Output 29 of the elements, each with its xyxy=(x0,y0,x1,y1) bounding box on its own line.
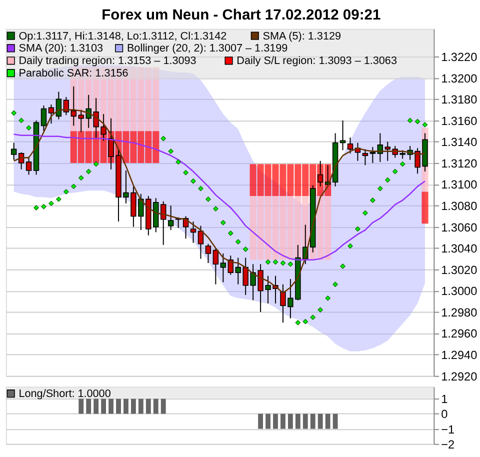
y-tick-label: −2 xyxy=(441,437,455,452)
legend-label: SMA (5): 1.3129 xyxy=(262,30,342,42)
y-tick-label: 1.2940 xyxy=(441,348,478,362)
y-tick-label: 1.2980 xyxy=(441,305,478,320)
y-tick-label: 1.3200 xyxy=(441,71,478,86)
legend-label: Bollinger (20, 2): 1.3007 – 1.3199 xyxy=(126,42,288,55)
legend-label: Long/Short: 1.0000 xyxy=(18,388,111,400)
legend-label: SMA (20): 1.3103 xyxy=(18,42,104,55)
y-tick-label: 1 xyxy=(441,392,448,406)
y-tick-label: 1.3060 xyxy=(441,220,478,234)
y-tick-label: 1.3100 xyxy=(441,178,478,192)
y-tick-label: 1.3220 xyxy=(441,50,478,64)
legend-label: Daily trading region: 1.3153 – 1.3093 xyxy=(18,55,196,68)
y-tick-label: 1.3020 xyxy=(441,262,478,277)
y-tick-label: 1.2920 xyxy=(441,369,478,384)
y-tick-label: 0 xyxy=(441,407,448,422)
y-tick-label: 1.3140 xyxy=(441,135,478,150)
y-tick-label: 1.3180 xyxy=(441,92,478,107)
y-tick-label: 1.3040 xyxy=(441,242,478,256)
y-tick-label: 1.3160 xyxy=(441,114,478,128)
y-tick-label: 1.3000 xyxy=(441,284,478,298)
legend-label: Daily S/L region: 1.3093 – 1.3063 xyxy=(236,55,397,68)
y-tick-label: 1.3120 xyxy=(441,156,478,170)
y-tick-label: −1 xyxy=(441,422,455,436)
legend-label: Parabolic SAR: 1.3156 xyxy=(18,68,128,80)
y-tick-label: 1.2960 xyxy=(441,326,478,341)
y-tick-label: 1.3080 xyxy=(441,199,478,214)
legend-label: Op:1.3117, Hi:1.3148, Lo:1.3112, Cl:1.3142 xyxy=(18,30,227,42)
chart-title: Forex um Neun - Chart 17.02.2012 09:21 xyxy=(102,8,381,24)
